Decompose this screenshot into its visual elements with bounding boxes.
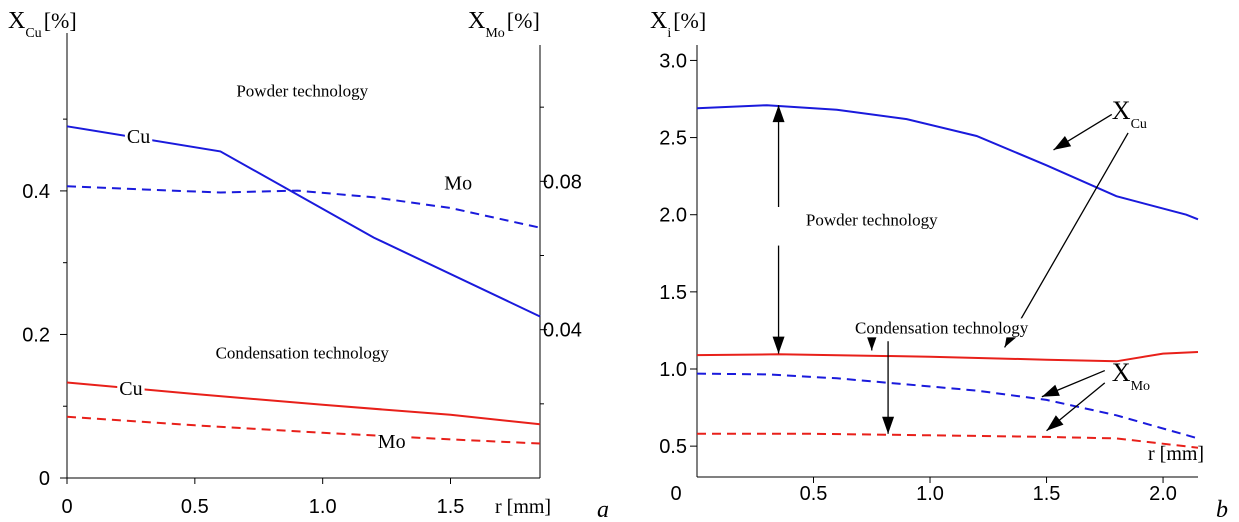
series-line-mo <box>66 185 541 229</box>
y-tick-label: 1.5 <box>659 282 687 304</box>
arrow-head <box>772 105 785 123</box>
annotation-backdrop <box>802 210 942 230</box>
arrow-head <box>772 336 785 354</box>
x-axis-label: r [mm] <box>495 496 551 518</box>
x-tick-label: 1.5 <box>437 496 465 518</box>
series-line <box>696 351 1199 363</box>
annotation-label: Cu <box>119 378 142 400</box>
series-name-label: XMo <box>1112 358 1150 394</box>
annotation-label: Mo <box>444 173 472 195</box>
chart-panel-b: 0.5 1.0 1.5 2.0 2.5 3.0 0.5 1.0 1.5 2.0 0 Powder te… <box>650 8 1228 522</box>
y-right-axis-label: XMo[%] <box>468 8 540 41</box>
series-line-cu <box>66 125 541 318</box>
x-tick-label: 1.5 <box>1033 483 1061 505</box>
y-tick-label: 2.0 <box>659 205 687 227</box>
annotation-label: Powder technology <box>806 210 938 229</box>
annotation-label: Cu <box>127 126 150 148</box>
y-tick-label: 2.5 <box>659 128 687 150</box>
annotation-backdrop <box>375 431 408 454</box>
arrow-head <box>1053 135 1072 150</box>
x-tick-label: 1.0 <box>916 483 944 505</box>
annotation-label: Mo <box>378 431 406 453</box>
annotation-backdrop <box>124 126 153 149</box>
x-axis-label: r [mm] <box>1148 443 1204 465</box>
annotation-label: Condensation technology <box>855 318 1029 337</box>
annotation-label: Powder technology <box>236 81 368 100</box>
series-line <box>697 432 1199 449</box>
y-right-tick-label: 0.08 <box>543 171 582 193</box>
chart-panel-a: 0 0.5 1.0 1.5 0 0.2 0.4 0.04 0.08 Powder technolo… <box>8 8 609 522</box>
x-tick-label: 0.5 <box>181 496 209 518</box>
x-origin-label: 0 <box>670 483 681 505</box>
series-line-mo <box>66 415 541 445</box>
y-left-tick-label: 0 <box>39 468 50 490</box>
y-tick-label: 0.5 <box>659 436 687 458</box>
arrow-head <box>1041 384 1060 397</box>
x-tick-label: 0 <box>61 496 72 518</box>
annotation-label: Condensation technology <box>216 343 390 362</box>
series-line-cu <box>66 381 541 426</box>
series-line <box>696 372 1199 440</box>
arrow-head <box>882 416 895 434</box>
y-tick-label: 1.0 <box>659 359 687 381</box>
arrow-line <box>1004 132 1129 348</box>
y-left-tick-label: 0.4 <box>22 181 50 203</box>
annotation-backdrop <box>117 378 145 400</box>
series-line <box>696 104 1199 221</box>
annotation-backdrop <box>442 172 475 195</box>
arrow-head <box>1046 415 1064 431</box>
y-axis-label: Xi[%] <box>650 8 706 41</box>
x-tick-label: 1.0 <box>309 496 337 518</box>
y-tick-label: 3.0 <box>659 50 687 72</box>
y-left-axis-label: XCu[%] <box>8 8 77 41</box>
x-tick-label: 2.0 <box>1149 483 1177 505</box>
y-left-tick-label: 0.2 <box>22 324 50 346</box>
panel-label: b <box>1216 497 1228 522</box>
panel-label: a <box>597 497 609 522</box>
x-tick-label: 0.5 <box>800 483 828 505</box>
annotation-backdrop <box>852 318 1032 338</box>
series-name-label: XCu <box>1112 96 1147 132</box>
arrow-head <box>865 333 878 351</box>
y-right-tick-label: 0.04 <box>543 320 582 342</box>
